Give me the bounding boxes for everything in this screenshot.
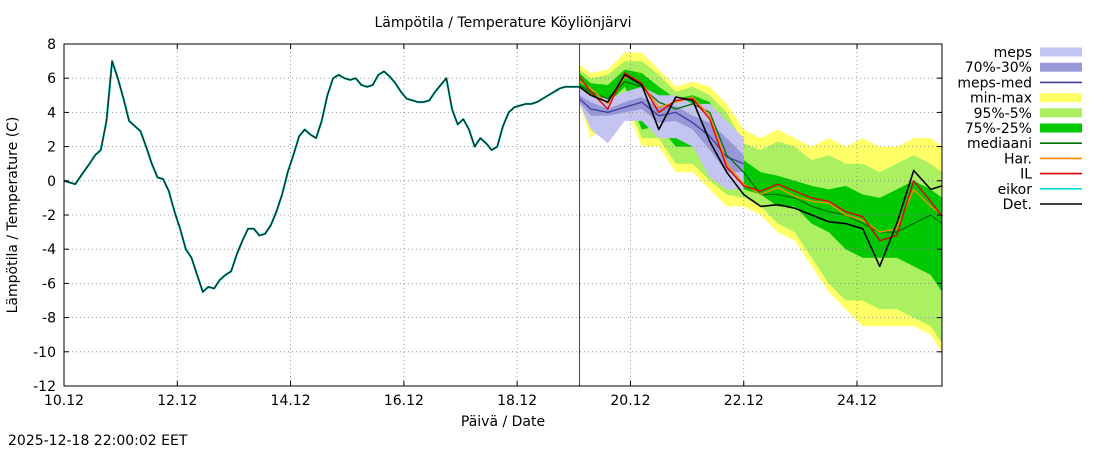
legend-label: min-max [970,91,1032,107]
series-eikor-observed [63,59,580,293]
legend-item-minmax: min-max [970,91,1082,107]
legend-swatch [1040,62,1082,72]
legend-label: meps-med [957,75,1032,91]
y-tick-label: -10 [33,345,56,361]
x-tick-label: 18.12 [497,393,537,409]
y-tick-label: -8 [42,311,56,327]
y-tick-label: -6 [42,276,56,292]
legend-swatch [1040,47,1082,57]
legend-label: IL [1020,167,1032,183]
x-tick-label: 12.12 [157,393,197,409]
y-tick-label: 2 [47,140,56,156]
y-tick-label: -2 [42,208,56,224]
legend-label: 95%-5% [974,106,1032,122]
legend-item-meps: meps [994,45,1082,61]
x-axis-label: Päivä / Date [461,414,545,430]
legend-label: 70%-30% [965,60,1032,76]
y-tick-label: 8 [47,37,56,53]
legend-item-meps_70_30: 70%-30% [965,60,1082,76]
forecast-bands [579,52,942,352]
x-tick-label: 24.12 [837,393,877,409]
x-tick-label: 16.12 [384,393,424,409]
chart-title: Lämpötila / Temperature Köyliönjärvi [374,15,631,31]
series-observed [63,60,580,293]
x-axis-ticks: 10.12 12.12 14.12 16.12 18.12 20.12 22.12 24.12 [44,44,877,409]
y-axis-label: Lämpötila / Temperature (C) [5,117,21,314]
series-lines [63,59,943,293]
x-tick-label: 20.12 [610,393,650,409]
y-tick-label: 6 [47,71,56,87]
x-tick-label: 14.12 [271,393,311,409]
legend-label: 75%-25% [965,121,1032,137]
timestamp-footer: 2025-12-18 22:00:02 EET [8,433,188,449]
legend-swatch [1040,123,1082,133]
legend-label: mediaani [967,136,1032,152]
y-tick-label: 4 [47,105,56,121]
legend-item-meps_med: meps-med [957,75,1082,91]
y-tick-label: -4 [42,242,56,258]
series-il [578,72,943,242]
legend: meps70%-30%meps-medmin-max95%-5%75%-25%m… [957,45,1082,213]
legend-label: eikor [998,182,1033,198]
legend-label: Det. [1003,197,1032,213]
legend-swatch [1040,93,1082,103]
legend-swatch [1040,108,1082,118]
grid [64,44,942,386]
x-tick-label: 22.12 [724,393,764,409]
legend-item-p95_5: 95%-5% [974,106,1082,122]
series-meps_med [579,98,744,165]
legend-label: Har. [1004,151,1032,167]
legend-item-det: Det. [1003,197,1082,213]
y-axis-ticks: 8 6 4 2 0 -2 -4 -6 -8 -10 -12 [33,37,942,395]
legend-item-il: IL [1020,167,1082,183]
legend-item-p75_25: 75%-25% [965,121,1082,137]
y-tick-label: 0 [47,174,56,190]
legend-item-har: Har. [1004,151,1082,167]
legend-label: meps [994,45,1032,61]
x-tick-label: 10.12 [44,393,84,409]
legend-item-mediaani: mediaani [967,136,1082,152]
series-det [579,74,943,268]
y-tick-label: -12 [33,379,56,395]
legend-item-eikor: eikor [998,182,1082,198]
